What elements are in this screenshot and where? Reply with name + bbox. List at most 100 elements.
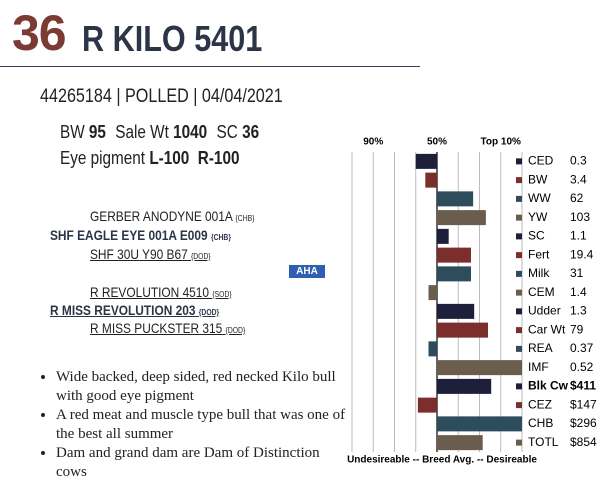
pedigree-line: R MISS REVOLUTION 203 {DOD} <box>50 302 219 318</box>
trait-epd: 1.4 <box>570 285 587 299</box>
legend-swatch <box>516 364 522 371</box>
eye-label: Eye pigment <box>60 148 146 168</box>
trait-epd: 103 <box>570 210 590 224</box>
trait-label: WW <box>528 191 551 205</box>
stat-value: 36 <box>242 122 260 142</box>
note: Wide backed, deep sided, red necked Kilo… <box>56 368 348 406</box>
eye-pigment: Eye pigment L-100 R-100 <box>60 148 245 169</box>
trait-label: REA <box>528 341 553 355</box>
eye-value: L-100 R-100 <box>149 148 240 168</box>
trait-label: CED <box>528 154 554 168</box>
note: A red meat and muscle type bull that was… <box>56 406 348 444</box>
pedigree-line: R MISS PUCKSTER 315 {DOD} <box>90 320 245 336</box>
stat-value: 95 <box>88 122 106 142</box>
pedigree-name: GERBER ANODYNE 001A <box>90 208 233 224</box>
legend-swatch <box>516 270 522 277</box>
pedigree-name: SHF EAGLE EYE 001A E009 <box>50 227 208 243</box>
trait-epd: $854 <box>570 435 597 449</box>
x-tick-label: 50% <box>427 137 447 148</box>
bar <box>437 435 483 451</box>
note: Dam and grand dam are Dam of Distinction… <box>56 444 348 482</box>
bar <box>437 416 522 432</box>
trait-epd: 0.52 <box>570 360 594 374</box>
bar <box>417 397 437 413</box>
x-axis-label: Undesireable -- Breed Avg. -- Desireable <box>347 455 537 466</box>
stats: BW 95 Sale Wt 1040 SC 36 <box>60 122 264 143</box>
legend-swatch <box>516 158 522 165</box>
pedigree-tag: {DOD} <box>198 308 220 317</box>
legend-swatch <box>516 308 522 315</box>
trait-label: CEM <box>528 285 555 299</box>
bar <box>437 303 475 319</box>
bar <box>415 153 437 169</box>
trait-label: TOTL <box>528 435 559 449</box>
bar <box>437 228 449 244</box>
trait-epd: 0.37 <box>570 341 594 355</box>
bar <box>437 322 488 338</box>
trait-epd: $147 <box>570 397 597 411</box>
pedigree-tag: {CHB} <box>210 233 231 242</box>
x-tick-label: Top 10% <box>481 137 521 148</box>
trait-epd: 31 <box>570 266 584 280</box>
legend-swatch <box>516 289 522 296</box>
trait-label: Fert <box>528 247 550 261</box>
trait-label: Milk <box>528 266 550 280</box>
divider <box>0 66 420 67</box>
stat-label: BW <box>60 122 85 142</box>
trait-epd: $411 <box>570 379 596 393</box>
bar <box>437 378 492 394</box>
pedigree-tag: {DOD} <box>190 252 211 261</box>
bar <box>437 247 471 263</box>
logo: AHA <box>289 265 325 278</box>
legend-swatch <box>516 439 522 446</box>
bar <box>425 172 437 188</box>
legend-swatch <box>516 327 522 334</box>
legend-swatch <box>516 420 522 427</box>
pedigree-line: GERBER ANODYNE 001A {CHB} <box>90 208 254 224</box>
bar <box>437 210 486 226</box>
legend-swatch <box>516 345 522 352</box>
trait-epd: 0.3 <box>570 154 587 168</box>
trait-label: CHB <box>528 416 553 430</box>
pedigree-name: R REVOLUTION 4510 <box>90 284 210 300</box>
trait-label: IMF <box>528 360 549 374</box>
trait-epd: 19.4 <box>570 247 594 261</box>
lot-number: 36 <box>12 5 67 61</box>
bar <box>428 341 437 357</box>
trait-label: SC <box>528 229 545 243</box>
bar <box>437 191 474 207</box>
x-tick-label: 90% <box>363 137 383 148</box>
legend-swatch <box>516 252 522 259</box>
trait-label: Udder <box>528 304 561 318</box>
bar <box>437 266 471 282</box>
legend-swatch <box>516 195 522 202</box>
pedigree-tag: {SOD} <box>212 290 232 299</box>
trait-label: BW <box>528 172 548 186</box>
trait-epd: 1.3 <box>570 304 587 318</box>
trait-label: CEZ <box>528 397 552 411</box>
bar <box>437 360 522 376</box>
id-line: 44265184 | POLLED | 04/04/2021 <box>40 86 283 107</box>
legend-swatch <box>516 383 522 390</box>
pedigree-name: R MISS REVOLUTION 203 <box>50 302 196 318</box>
trait-epd: 3.4 <box>570 172 587 186</box>
legend-swatch <box>516 402 522 409</box>
pedigree-name: R MISS PUCKSTER 315 <box>90 320 223 336</box>
pedigree-tag: {DOD} <box>225 326 246 335</box>
legend-swatch <box>516 214 522 221</box>
pedigree-line: SHF 30U Y90 B67 {DOD} <box>90 246 211 262</box>
trait-epd: 1.1 <box>570 229 587 243</box>
stat-label: Sale Wt <box>115 122 169 142</box>
legend-swatch <box>516 233 522 240</box>
stat-value: 1040 <box>173 122 208 142</box>
pedigree-tag: {CHB} <box>235 214 255 223</box>
trait-label: Blk Cw <box>528 379 569 393</box>
stat-label: SC <box>216 122 238 142</box>
pedigree-line: R REVOLUTION 4510 {SOD} <box>90 284 232 300</box>
pedigree-name: SHF 30U Y90 B67 <box>90 246 188 262</box>
trait-epd: 62 <box>570 191 584 205</box>
notes: Wide backed, deep sided, red necked Kilo… <box>30 368 348 482</box>
trait-label: YW <box>528 210 548 224</box>
pedigree-line: SHF EAGLE EYE 001A E009 {CHB} <box>50 227 231 243</box>
